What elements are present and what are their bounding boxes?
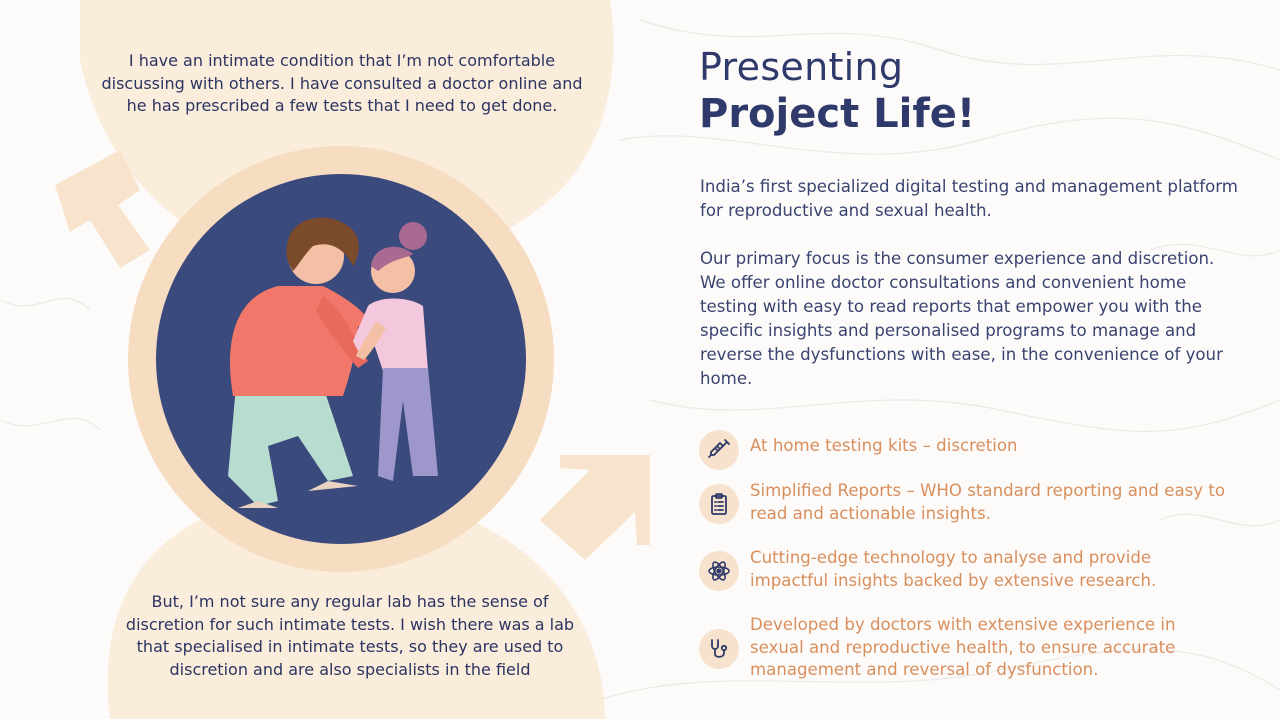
description-intro: India’s first specialized digital testin… xyxy=(700,177,1238,221)
woman-figure xyxy=(353,222,438,481)
stethoscope-icon xyxy=(699,629,739,669)
description-focus: Our primary focus is the consumer experi… xyxy=(700,249,1223,389)
feature-text: At home testing kits – discretion xyxy=(750,436,1018,455)
page-title: Presenting Project Life! xyxy=(699,44,975,138)
man-figure xyxy=(228,217,380,508)
clipboard-report-icon xyxy=(699,484,739,524)
peach-arrow xyxy=(540,455,650,560)
feature-text: Cutting-edge technology to analyse and p… xyxy=(750,548,1157,590)
syringe-icon xyxy=(699,430,739,470)
couple-illustration xyxy=(128,146,554,572)
atom-icon xyxy=(699,551,739,591)
feature-text: Simplified Reports – WHO standard report… xyxy=(750,481,1226,523)
quote-top: I have an intimate condition that I’m no… xyxy=(101,51,583,115)
quote-bottom: But, I’m not sure any regular lab has th… xyxy=(125,592,575,679)
title-line-2: Project Life! xyxy=(699,91,976,137)
contour-lines xyxy=(0,19,1280,701)
title-line-1: Presenting xyxy=(699,45,904,89)
peach-cross-arm xyxy=(55,150,150,268)
feature-text: Developed by doctors with extensive expe… xyxy=(750,615,1176,679)
peach-blob-bottom xyxy=(107,520,605,719)
